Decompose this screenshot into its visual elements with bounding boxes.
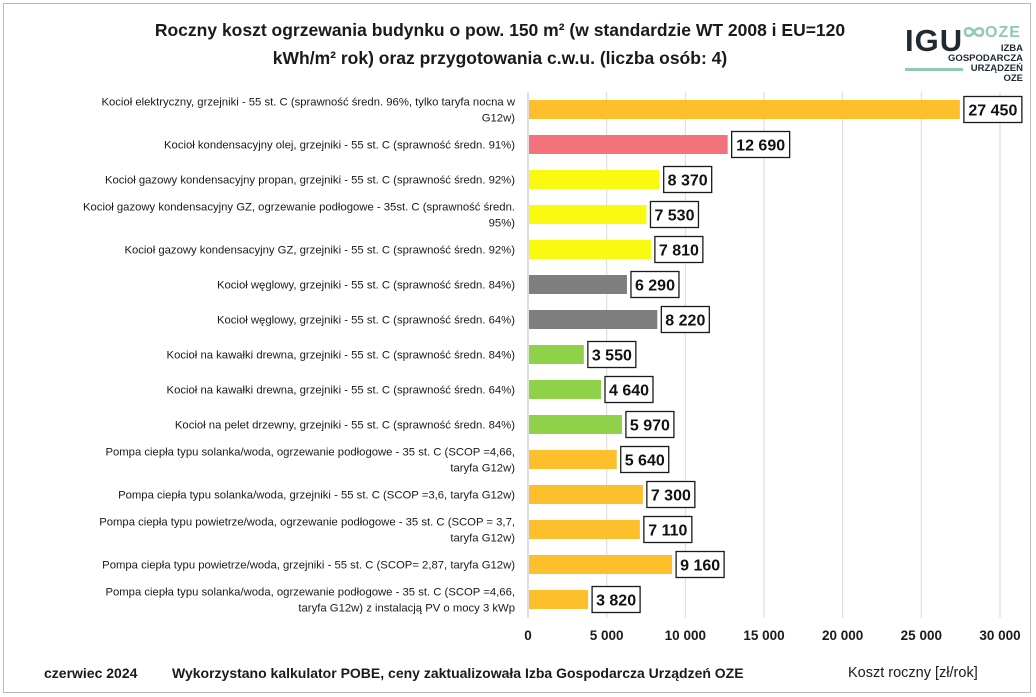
bar (529, 275, 627, 294)
x-tick-label: 25 000 (901, 628, 942, 643)
x-tick-label: 5 000 (590, 628, 624, 643)
value-label-box (663, 165, 713, 194)
value-label: 9 160 (680, 558, 720, 575)
value-label: 7 300 (651, 488, 691, 505)
value-label-box (654, 235, 704, 264)
category-label: Kocioł gazowy kondensacyjny GZ, ogrzewan… (83, 202, 515, 214)
x-tick-label: 0 (524, 628, 532, 643)
value-label: 8 370 (668, 173, 708, 190)
value-label-box (630, 270, 680, 299)
igu-oze-logo: IGU OZE IZBA GOSPODARCZA URZĄDZEŃ OZE (905, 24, 1023, 92)
value-label-box (643, 515, 693, 544)
chart-frame (3, 3, 1031, 693)
category-label: Kocioł na kawałki drewna, grzejniki - 55… (167, 350, 516, 362)
bar (529, 135, 728, 154)
category-label: Kocioł gazowy kondensacyjny propan, grze… (105, 175, 515, 187)
logo-oze-text: OZE (985, 24, 1021, 41)
bar (529, 310, 658, 329)
value-label: 7 810 (659, 243, 699, 260)
bar (529, 415, 622, 434)
footer-date: czerwiec 2024 (44, 665, 138, 681)
chart-title-line-2: kWh/m² rok) oraz przygotowania c.w.u. (l… (272, 48, 728, 68)
value-label: 7 110 (648, 523, 687, 540)
x-tick-label: 15 000 (743, 628, 784, 643)
x-tick-label: 20 000 (822, 628, 863, 643)
chart-title: Roczny koszt ogrzewania budynku o pow. 1… (100, 16, 900, 72)
bar (529, 205, 647, 224)
category-label: Pompa ciepła typu solanka/woda, ogrzewan… (105, 447, 515, 459)
value-label: 4 640 (609, 383, 649, 400)
category-label: Kocioł węglowy, grzejniki - 55 st. C (sp… (217, 280, 515, 292)
value-label: 12 690 (736, 138, 785, 155)
value-label-box (963, 95, 1023, 124)
value-label-box (591, 585, 641, 614)
category-label: Kocioł gazowy kondensacyjny GZ, grzejnik… (124, 245, 515, 257)
logo-line-4: OZE (1003, 73, 1023, 84)
category-label: Kocioł węglowy, grzejniki - 55 st. C (sp… (217, 315, 515, 327)
logo-underline (905, 68, 963, 71)
category-label: Kocioł na pelet drzewny, grzejniki - 55 … (175, 420, 515, 432)
value-label: 5 640 (625, 453, 665, 470)
bar (529, 170, 660, 189)
value-label: 8 220 (665, 313, 705, 330)
logo-line-3: URZĄDZEŃ (970, 63, 1023, 74)
value-label: 27 450 (968, 103, 1017, 120)
value-label-box (620, 445, 670, 474)
category-label: Kocioł elektryczny, grzejniki - 55 st. C… (101, 97, 515, 109)
category-label: taryfa G12w) (450, 533, 515, 545)
bar (529, 485, 643, 504)
bar-chart: 0 5 000 10 000 15 000 20 000 25 000 30 000 Koci… (83, 92, 1023, 643)
value-label: 6 290 (635, 278, 675, 295)
bar (529, 450, 617, 469)
value-label: 3 550 (592, 348, 632, 365)
footer-source: Wykorzystano kalkulator POBE, ceny zaktu… (172, 665, 744, 681)
value-label-box (646, 480, 696, 509)
value-label-box (660, 305, 710, 334)
category-label: Pompa ciepła typu powietrze/woda, grzejn… (102, 560, 515, 572)
category-label: G12w) (482, 113, 516, 125)
value-label: 5 970 (630, 418, 670, 435)
value-label-box (587, 340, 637, 369)
chart-title-line-1: Roczny koszt ogrzewania budynku o pow. 1… (154, 20, 846, 40)
value-label-box (649, 200, 700, 229)
value-label: 3 820 (596, 593, 636, 610)
x-tick-label: 10 000 (665, 628, 706, 643)
bar (529, 100, 960, 119)
category-label: 95%) (489, 218, 516, 230)
bar (529, 380, 602, 399)
category-label: Kocioł na kawałki drewna, grzejniki - 55… (167, 385, 516, 397)
value-label-box (625, 410, 675, 439)
category-label: Pompa ciepła typu powietrze/woda, ogrzew… (99, 517, 515, 529)
x-axis-title: Koszt roczny [zł/rok] (848, 665, 978, 681)
category-label: Kocioł kondensacyjny olej, grzejniki - 5… (164, 140, 515, 152)
logo-line-2: GOSPODARCZA (948, 53, 1023, 64)
bar (529, 520, 640, 539)
x-tick-label: 30 000 (979, 628, 1020, 643)
logo-igu-text: IGU (905, 23, 964, 58)
infinity-icon (963, 26, 985, 38)
value-label-box (604, 375, 654, 404)
category-label: Pompa ciepła typu solanka/woda, ogrzewan… (105, 587, 515, 599)
bar (529, 555, 673, 574)
bar (529, 590, 589, 609)
value-label-box (675, 550, 725, 579)
value-label-box (731, 130, 791, 159)
bar (529, 345, 584, 364)
value-label: 7 530 (654, 208, 694, 225)
category-label: Pompa ciepła typu solanka/woda, grzejnik… (118, 490, 515, 502)
category-label: taryfa G12w) z instalacją PV o mocy 3 kW… (298, 603, 515, 615)
logo-line-1: IZBA (1000, 43, 1023, 54)
bar (529, 240, 651, 259)
category-label: taryfa G12w) (450, 463, 515, 475)
